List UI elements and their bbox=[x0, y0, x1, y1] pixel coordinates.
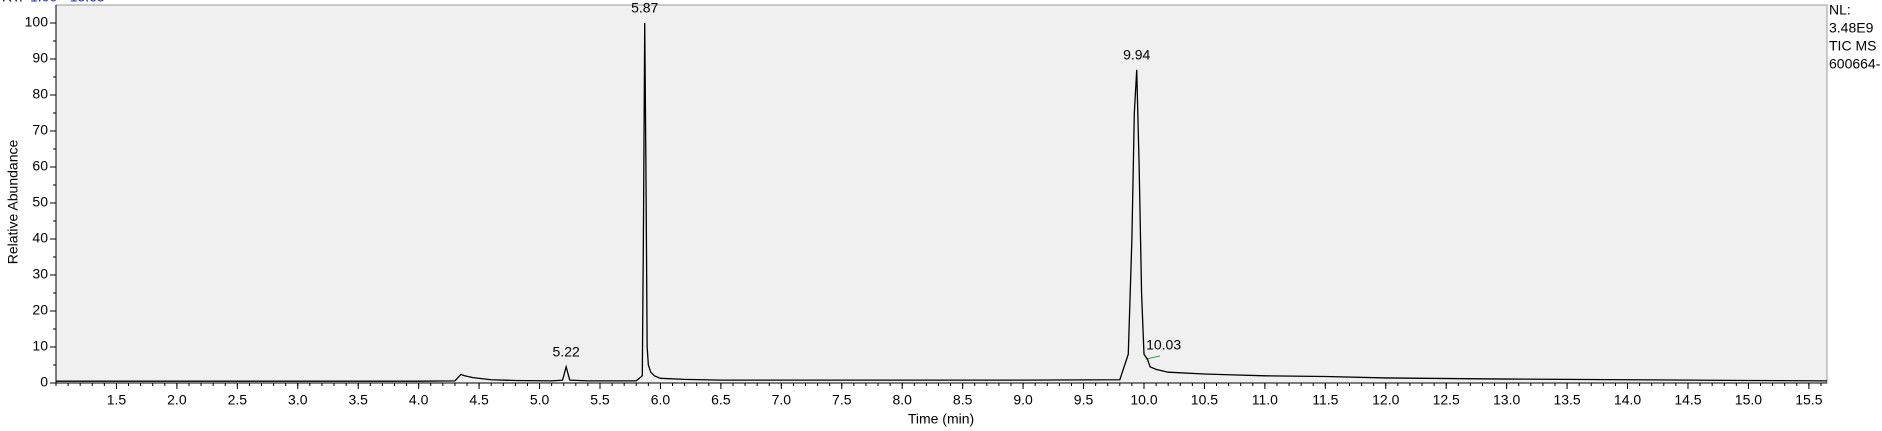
x-tick-label: 1.5 bbox=[107, 392, 127, 408]
x-axis-label: Time (min) bbox=[908, 411, 974, 427]
y-tick-label: 100 bbox=[25, 14, 49, 30]
y-tick-label: 0 bbox=[40, 374, 48, 390]
header-range: 1.00 - 15.65 bbox=[30, 0, 105, 5]
y-tick-label: 40 bbox=[32, 230, 48, 246]
y-tick-label: 80 bbox=[32, 86, 48, 102]
plot-area bbox=[55, 4, 1828, 384]
y-tick-label: 10 bbox=[32, 338, 48, 354]
x-tick-label: 15.5 bbox=[1795, 392, 1822, 408]
x-tick-label: 5.0 bbox=[530, 392, 550, 408]
x-tick-label: 10.0 bbox=[1130, 392, 1157, 408]
peak-label: 10.03 bbox=[1146, 336, 1181, 352]
y-tick-label: 50 bbox=[32, 194, 48, 210]
x-tick-label: 12.5 bbox=[1433, 392, 1460, 408]
x-tick-label: 11.5 bbox=[1312, 392, 1338, 408]
x-tick-label: 9.5 bbox=[1074, 392, 1094, 408]
x-tick-label: 4.0 bbox=[409, 392, 429, 408]
y-tick-label: 30 bbox=[32, 266, 48, 282]
x-tick-label: 5.5 bbox=[590, 392, 610, 408]
info-text: NL: bbox=[1829, 2, 1851, 18]
x-tick-label: 4.5 bbox=[469, 392, 489, 408]
peak-label: 5.87 bbox=[631, 0, 658, 16]
x-tick-label: 9.0 bbox=[1013, 392, 1033, 408]
x-tick-label: 15.0 bbox=[1735, 392, 1762, 408]
x-tick-label: 14.0 bbox=[1614, 392, 1641, 408]
x-tick-label: 13.0 bbox=[1493, 392, 1520, 408]
x-tick-label: 2.0 bbox=[167, 392, 187, 408]
info-text: TIC MS bbox=[1829, 38, 1876, 54]
x-tick-label: 8.5 bbox=[953, 392, 973, 408]
x-tick-label: 6.0 bbox=[651, 392, 671, 408]
trace bbox=[56, 22, 1828, 382]
info-text: 3.48E9 bbox=[1829, 20, 1874, 36]
x-tick-label: 12.0 bbox=[1372, 392, 1399, 408]
x-tick-label: 10.5 bbox=[1191, 392, 1218, 408]
x-tick-label: 3.5 bbox=[348, 392, 368, 408]
x-tick-label: 3.0 bbox=[288, 392, 308, 408]
peak-label: 9.94 bbox=[1123, 47, 1150, 63]
y-tick-label: 70 bbox=[32, 122, 48, 138]
x-tick-label: 14.5 bbox=[1674, 392, 1701, 408]
y-tick-label: 90 bbox=[32, 50, 48, 66]
annotation-link bbox=[1145, 355, 1161, 360]
x-tick-label: 8.0 bbox=[892, 392, 912, 408]
y-tick-label: 20 bbox=[32, 302, 48, 318]
peak-label: 5.22 bbox=[553, 344, 580, 360]
x-tick-label: 2.5 bbox=[228, 392, 248, 408]
x-tick-label: 7.5 bbox=[832, 392, 852, 408]
y-tick-label: 60 bbox=[32, 158, 48, 174]
x-tick-label: 13.5 bbox=[1553, 392, 1580, 408]
x-tick-label: 6.5 bbox=[711, 392, 731, 408]
info-text: 600664- bbox=[1829, 56, 1881, 72]
header-label: RT: bbox=[2, 0, 23, 5]
x-tick-label: 11.0 bbox=[1252, 392, 1278, 408]
x-tick-label: 7.0 bbox=[772, 392, 792, 408]
y-axis-label: Relative Abundance bbox=[5, 140, 21, 265]
